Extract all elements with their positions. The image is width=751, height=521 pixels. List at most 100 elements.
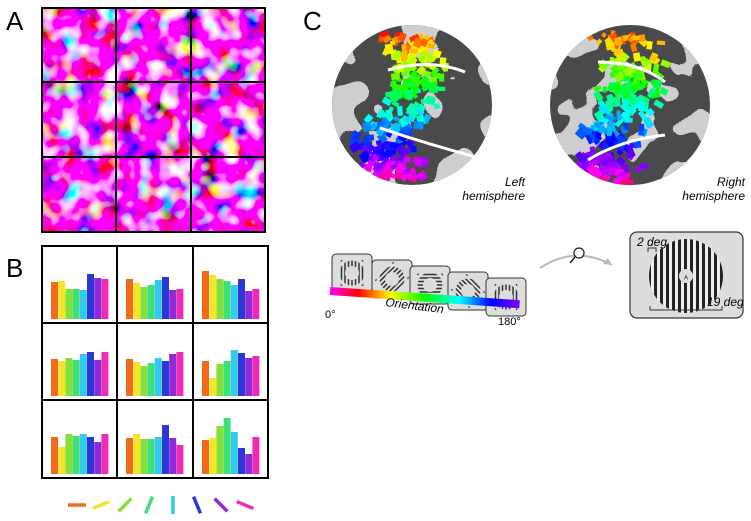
activation-patch bbox=[615, 156, 626, 167]
activation-patch bbox=[385, 109, 394, 120]
activation-patch bbox=[348, 141, 362, 154]
bar bbox=[87, 352, 94, 396]
bar-grid bbox=[41, 245, 269, 479]
stimulus-size-label: 2 deg bbox=[636, 235, 667, 249]
grating-hole bbox=[345, 266, 359, 280]
activation-patch bbox=[422, 69, 432, 77]
activation-patch bbox=[632, 95, 642, 104]
activation-patch bbox=[363, 113, 374, 124]
activation-patch bbox=[379, 30, 390, 38]
activation-patch bbox=[574, 151, 586, 162]
bar bbox=[140, 287, 148, 319]
activation-patch bbox=[400, 175, 408, 182]
activation-patch bbox=[405, 102, 417, 114]
bar bbox=[216, 426, 224, 474]
activation-patch bbox=[387, 160, 396, 166]
bar bbox=[162, 425, 169, 474]
activation-patch bbox=[401, 126, 411, 134]
activation-patch bbox=[633, 166, 643, 173]
activation-patch bbox=[396, 105, 404, 117]
activation-patch bbox=[625, 108, 633, 116]
bar bbox=[79, 434, 87, 474]
activation-patch bbox=[432, 49, 442, 59]
bar bbox=[126, 438, 133, 474]
bar bbox=[51, 359, 58, 396]
activation-patch bbox=[624, 68, 632, 76]
bar bbox=[176, 352, 184, 396]
activation-patch bbox=[410, 90, 419, 99]
bar bbox=[65, 289, 73, 319]
activation-patch bbox=[394, 32, 400, 37]
activation-patch bbox=[580, 178, 587, 185]
activation-patch bbox=[621, 91, 631, 100]
bar bbox=[245, 291, 253, 319]
activation-patch bbox=[583, 177, 594, 185]
bar bbox=[202, 361, 209, 396]
activation-patch bbox=[616, 110, 622, 121]
stimulus-detail bbox=[629, 231, 744, 319]
activation-patch bbox=[394, 83, 403, 92]
activation-patch bbox=[638, 34, 646, 42]
activation-patch bbox=[413, 120, 424, 130]
activation-patch bbox=[365, 176, 372, 184]
activation-patch bbox=[380, 170, 393, 181]
hemisphere-label: hemisphere bbox=[462, 189, 525, 203]
bar bbox=[133, 362, 141, 396]
activation-patch bbox=[395, 144, 408, 157]
activation-patch bbox=[404, 156, 411, 163]
bar bbox=[58, 447, 66, 474]
activation-patch bbox=[589, 146, 596, 153]
bar bbox=[154, 280, 162, 319]
grating-hole bbox=[423, 278, 437, 292]
activation-patch bbox=[388, 106, 394, 112]
activation-patch bbox=[390, 72, 401, 80]
bar bbox=[79, 354, 87, 396]
bar bbox=[154, 358, 162, 396]
orientation-swatch bbox=[92, 499, 110, 511]
activation-patch bbox=[614, 48, 624, 56]
grating-edge bbox=[490, 281, 522, 313]
bar bbox=[252, 289, 260, 319]
activation-patch bbox=[648, 88, 657, 97]
orientation-map bbox=[41, 7, 266, 233]
bar bbox=[169, 438, 177, 474]
orientation-swatch bbox=[236, 499, 254, 511]
activation-patch bbox=[652, 52, 658, 59]
activation-patch bbox=[408, 81, 416, 87]
bar bbox=[216, 279, 224, 319]
bar bbox=[238, 279, 245, 319]
bar bbox=[202, 271, 209, 319]
activation-patch bbox=[642, 59, 652, 68]
bar bbox=[209, 275, 217, 319]
bar bbox=[245, 454, 253, 474]
activation-patch bbox=[601, 32, 607, 38]
activation-patch bbox=[428, 86, 438, 94]
bar bbox=[169, 290, 177, 319]
activation-patch bbox=[376, 168, 383, 175]
bar bbox=[230, 432, 238, 474]
activation-patch bbox=[652, 63, 660, 74]
activation-patch bbox=[603, 113, 615, 124]
activation-patch bbox=[614, 71, 625, 82]
bar bbox=[126, 359, 133, 396]
activation-patch bbox=[606, 126, 613, 137]
bar bbox=[238, 353, 245, 396]
activation-patch bbox=[609, 63, 621, 76]
activation-patch bbox=[621, 163, 631, 174]
activation-patch bbox=[383, 157, 390, 163]
activation-patch bbox=[653, 99, 665, 110]
activation-patch bbox=[387, 150, 396, 155]
bar bbox=[147, 363, 155, 396]
activation-patch bbox=[408, 33, 420, 43]
activation-patch bbox=[593, 85, 602, 92]
activation-patch bbox=[620, 111, 630, 121]
activation-patch bbox=[598, 125, 606, 134]
bar bbox=[162, 361, 169, 396]
bar bbox=[65, 358, 73, 396]
bar bbox=[140, 366, 148, 396]
orientation-legend bbox=[68, 496, 254, 514]
left-hemisphere bbox=[332, 25, 492, 185]
bar bbox=[202, 440, 209, 474]
bar bbox=[147, 439, 155, 474]
orientation-swatch bbox=[117, 497, 133, 513]
